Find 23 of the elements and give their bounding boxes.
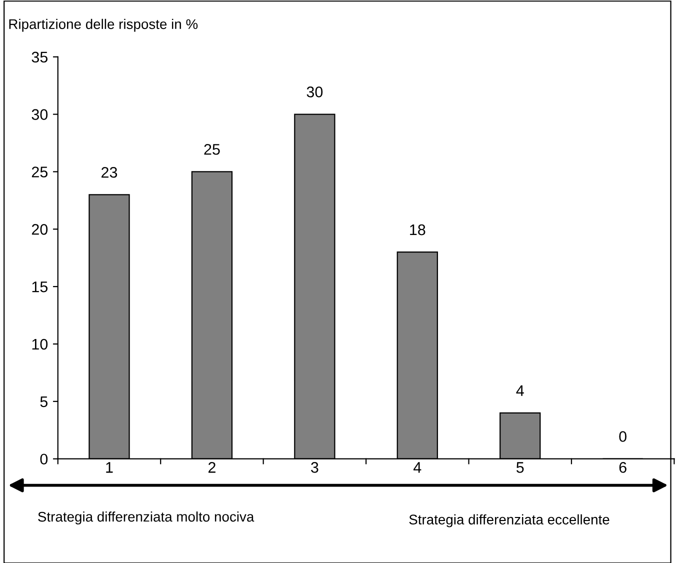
data-label: 0 xyxy=(619,431,626,442)
x-tick-label: 4 xyxy=(414,462,422,473)
x-tick-label: 6 xyxy=(619,462,626,473)
text: Strategia differenziata molto nociva xyxy=(38,511,254,524)
y-tick-label: 5 xyxy=(40,396,48,408)
y-tick-label: 20 xyxy=(32,224,48,235)
data-label: 25 xyxy=(204,144,220,155)
data-label: 30 xyxy=(306,86,323,98)
y-tick-label: 0 xyxy=(40,454,48,465)
data-label: 4 xyxy=(516,385,524,396)
data-label: 23 xyxy=(102,166,118,178)
x-tick-label: 1 xyxy=(106,462,113,473)
x-tick-label: 5 xyxy=(516,462,524,473)
data-label: 18 xyxy=(410,224,426,236)
text: Strategia differenziata eccellente xyxy=(409,514,610,528)
y-tick-label: 15 xyxy=(32,282,48,292)
y-tick-label: 25 xyxy=(32,166,48,178)
y-tick-label: 10 xyxy=(32,338,48,350)
y-axis-title: Ripartizione delle risposte in % xyxy=(9,18,198,32)
y-tick-label: 35 xyxy=(32,52,48,63)
x-tick-label: 2 xyxy=(208,462,216,473)
x-tick-label: 3 xyxy=(311,462,318,473)
y-tick-label: 30 xyxy=(32,109,48,120)
